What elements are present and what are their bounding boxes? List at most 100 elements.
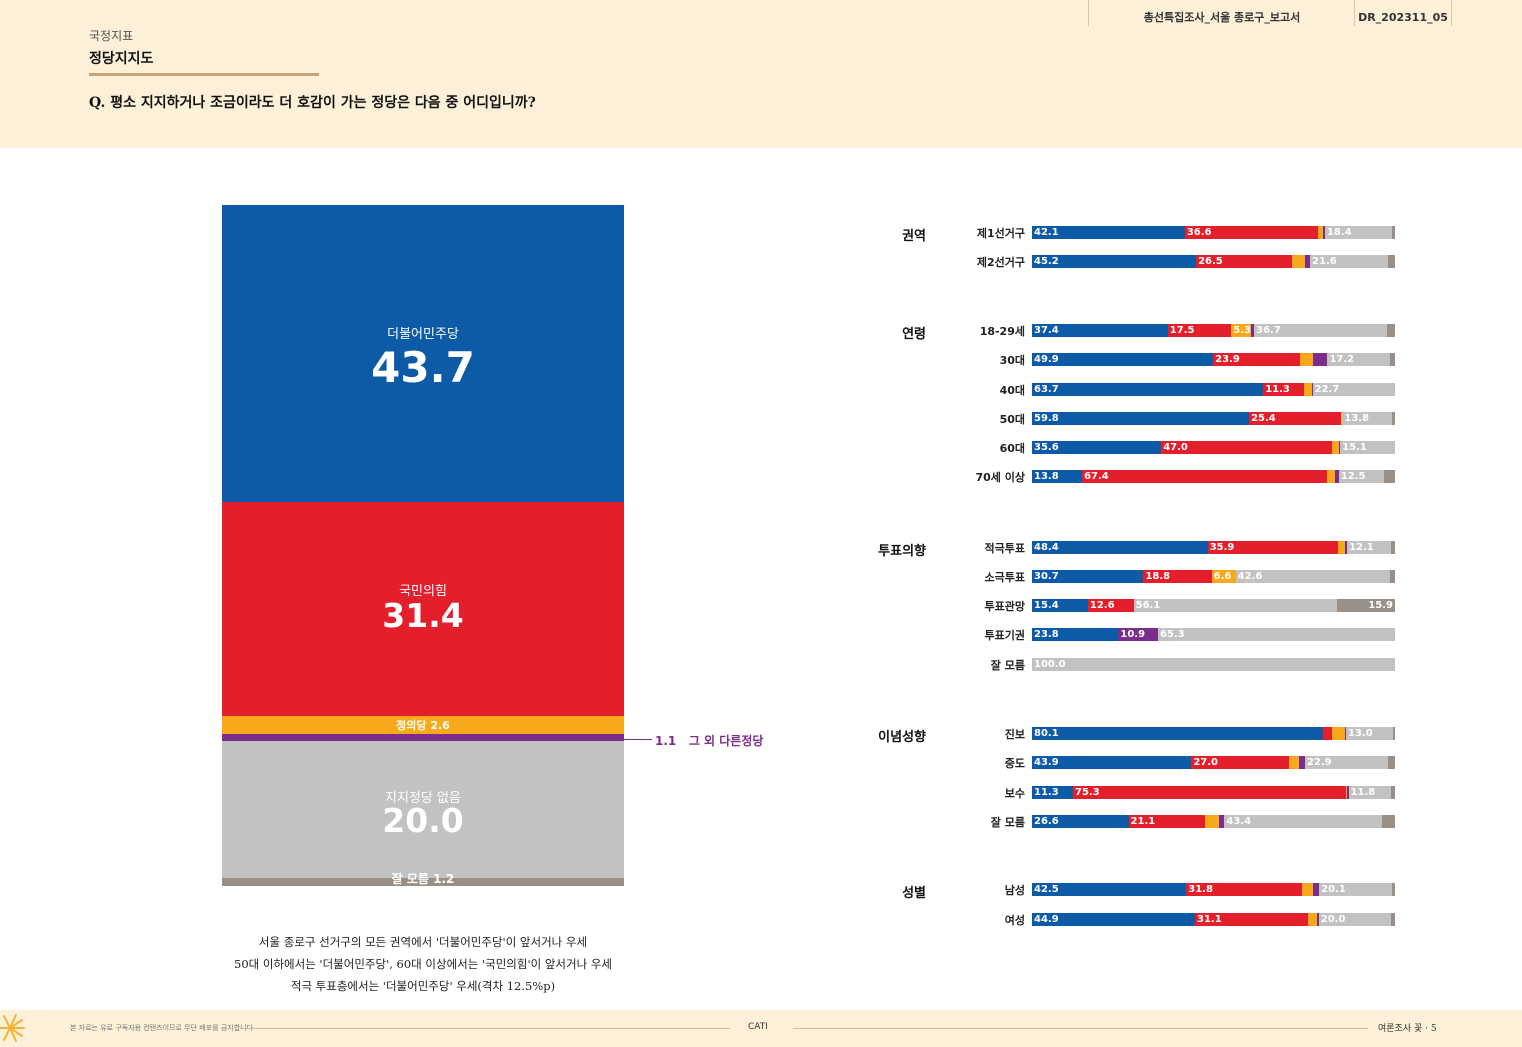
data-label: 11.8: [1350, 787, 1376, 798]
bar-segment: [1344, 541, 1348, 554]
bar-segment: [1032, 727, 1323, 740]
justice-label: 정의당 2.6: [396, 719, 450, 732]
data-label: 22.7: [1314, 384, 1340, 395]
bar-segment: [1191, 756, 1290, 769]
breakdown-bar: 44.9 31.1 20.0: [1032, 913, 1395, 926]
data-label: 15.1: [1342, 442, 1367, 453]
bar-segment: [1082, 470, 1327, 483]
bar-segment: [1224, 815, 1382, 828]
bar-segment: [1289, 756, 1299, 769]
group-label: 연령: [902, 327, 926, 342]
bar-segment: [1341, 412, 1343, 425]
data-label: 31.8: [1188, 884, 1213, 895]
summary-line-1: 서울 종로구 선거구의 모든 권역에서 '더불어민주당'이 앞서거나 우세: [258, 935, 588, 949]
bar-segment-democratic: 더불어민주당 43.7: [222, 205, 624, 502]
bar-segment: [1327, 353, 1390, 366]
data-label: 42.5: [1034, 884, 1059, 895]
footer-rule-right: [793, 1028, 1368, 1029]
bar-segment: [1347, 786, 1349, 799]
bar-segment: [1032, 913, 1195, 926]
data-label: 13.8: [1034, 471, 1059, 482]
bar-segment: [1338, 470, 1385, 483]
other-party-label: 그 외 다른정당: [688, 734, 764, 748]
data-label: 17.5: [1169, 325, 1195, 336]
other-party-leader-line: [624, 739, 652, 740]
bar-segment: [1304, 255, 1311, 268]
data-label: 42.6: [1237, 571, 1263, 582]
data-label: 36.7: [1256, 325, 1281, 336]
bar-segment: [1299, 353, 1313, 366]
footer-brand: 여론조사 꽃 · 5: [1378, 1024, 1437, 1034]
bar-segment: [1032, 756, 1192, 769]
row-label: 적극투표: [984, 542, 1025, 555]
footer-method: CATI: [748, 1022, 768, 1032]
bar-segment: [1326, 470, 1336, 483]
bar-segment: [1391, 786, 1395, 799]
breakdown-bar: 100.0: [1032, 658, 1395, 671]
overall-stacked-bar: 더불어민주당 43.7 국민의힘 31.4 정의당 2.6 지지정당 없음 20…: [222, 205, 624, 886]
ppp-value: 31.4: [382, 596, 464, 635]
bar-segment: [1032, 412, 1250, 425]
data-label: 10.9: [1120, 629, 1146, 640]
bar-segment: [1032, 786, 1074, 799]
bar-segment: [1342, 412, 1393, 425]
bar-segment: [1167, 324, 1232, 337]
bar-segment: [1384, 470, 1395, 483]
bar-segment: [1032, 599, 1088, 612]
bar-segment: [1347, 541, 1391, 554]
bar-segment-unknown: 잘 모름 1.2: [222, 872, 624, 886]
data-label: 21.1: [1130, 816, 1156, 827]
breakdown-bar: 35.6 47.0 15.1: [1032, 441, 1395, 454]
breakdown-bar: 80.1 13.0: [1032, 727, 1395, 740]
ppp-label: 국민의힘: [399, 584, 447, 599]
data-label: 18.8: [1145, 571, 1171, 582]
data-label: 5.3: [1233, 325, 1251, 336]
democratic-label: 더불어민주당: [387, 327, 459, 342]
data-label: 43.9: [1034, 757, 1059, 768]
bar-segment: [1194, 913, 1308, 926]
data-label: 15.4: [1034, 600, 1059, 611]
bar-segment: [1392, 412, 1395, 425]
data-label: 11.3: [1265, 384, 1290, 395]
data-label: 20.1: [1321, 884, 1346, 895]
row-label: 60대: [999, 442, 1025, 455]
other-party-callout: 1.1 그 외 다른정당: [655, 732, 763, 749]
row-label: 제2선거구: [976, 256, 1025, 269]
bar-segment: [1390, 570, 1395, 583]
bar-segment: [1381, 815, 1395, 828]
bar-segment: [1335, 470, 1339, 483]
footer-rule-left: [246, 1028, 730, 1029]
section-label: 국정지표: [89, 29, 134, 43]
row-label: 중도: [1004, 757, 1025, 770]
bar-segment: [1344, 727, 1346, 740]
row-label: 보수: [1004, 787, 1025, 800]
breakdown-bar: 23.8 10.9 65.3: [1032, 628, 1395, 641]
bar-segment: [1032, 815, 1129, 828]
bar-segment: [1391, 226, 1395, 239]
bar-segment: [1301, 883, 1313, 896]
title-underline: [89, 73, 319, 76]
bar-segment: [1339, 441, 1341, 454]
data-label: 12.6: [1089, 600, 1115, 611]
data-label: 44.9: [1034, 914, 1059, 925]
data-label: 20.0: [1320, 914, 1346, 925]
data-label: 35.6: [1034, 442, 1059, 453]
none-value: 20.0: [382, 801, 464, 840]
row-label: 잘 모름: [990, 659, 1025, 672]
data-label: 6.6: [1213, 571, 1232, 582]
data-label: 31.1: [1196, 914, 1222, 925]
row-label: 진보: [1004, 728, 1025, 741]
bar-segment: [1307, 913, 1317, 926]
bar-segment: [1184, 226, 1318, 239]
data-label: 100.0: [1034, 659, 1066, 670]
data-label: 80.1: [1034, 728, 1059, 739]
row-label: 40대: [999, 384, 1025, 397]
bar-segment-justice: 정의당 2.6: [222, 716, 624, 734]
bar-segment: [1317, 226, 1324, 239]
bar-segment: [1157, 628, 1395, 641]
data-label: 21.6: [1312, 256, 1337, 267]
report-code: DR_202311_05: [1354, 0, 1452, 26]
bar-segment: [1324, 226, 1392, 239]
bar-segment: [1143, 570, 1212, 583]
data-label: 47.0: [1163, 442, 1188, 453]
